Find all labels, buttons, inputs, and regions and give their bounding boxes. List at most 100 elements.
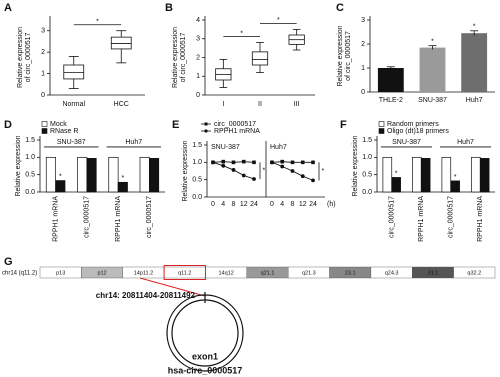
y-axis-label: of circ_0000517 bbox=[180, 32, 187, 82]
point bbox=[211, 160, 215, 165]
band-label: q11.2 bbox=[178, 270, 191, 276]
group-label: Huh7 bbox=[125, 139, 142, 146]
x-tick-label: III bbox=[294, 101, 300, 108]
band-label: 23.1 bbox=[345, 270, 356, 276]
band-label: q21.1 bbox=[261, 270, 275, 276]
significance-label: * bbox=[96, 19, 99, 26]
x-tick-label: Huh7 bbox=[466, 97, 483, 104]
y-tick-label: 0.0 bbox=[25, 189, 35, 196]
band-label: 14p11.2 bbox=[134, 270, 153, 276]
y-axis-label: Relative expression bbox=[15, 135, 22, 196]
panel-label: B bbox=[165, 2, 173, 14]
band bbox=[453, 266, 496, 279]
point bbox=[300, 160, 305, 165]
y-tick-label: 4 bbox=[196, 17, 200, 24]
panel-g: G chr14 (q11.2) p13 p12 14p11.2 q11.2 14q12 q… bbox=[2, 256, 496, 375]
y-tick-label: 0 bbox=[361, 89, 365, 96]
point bbox=[241, 159, 246, 164]
facet-label: SNU-387 bbox=[211, 144, 240, 151]
y-axis-label: Relative expression bbox=[182, 140, 189, 201]
significance-label: * bbox=[454, 174, 457, 181]
highlight bbox=[163, 265, 206, 280]
panel-label: F bbox=[340, 119, 347, 131]
point bbox=[280, 164, 285, 169]
significance-label: * bbox=[121, 175, 124, 182]
x-tick-label: 0 bbox=[270, 201, 274, 208]
bar bbox=[77, 156, 88, 193]
point bbox=[252, 177, 256, 181]
y-tick-label: 1.5 bbox=[192, 142, 202, 149]
band-label: q21.3 bbox=[302, 270, 316, 276]
bar bbox=[139, 156, 150, 193]
band-label: p13 bbox=[56, 270, 65, 276]
x-tick-label: 8 bbox=[232, 201, 236, 208]
significance-label: * bbox=[322, 168, 325, 175]
point bbox=[290, 160, 295, 165]
x-tick-label: 12 bbox=[299, 201, 307, 208]
y-tick-label: 1 bbox=[361, 65, 365, 72]
y-tick-label: 0.0 bbox=[192, 194, 202, 201]
y-axis-label: of circ_0000517 bbox=[25, 32, 32, 82]
legend-label: RPPH1 mRNA bbox=[214, 128, 260, 135]
box bbox=[110, 36, 132, 50]
bar bbox=[412, 156, 422, 193]
y-axis-label: Relative expression bbox=[172, 27, 179, 88]
x-tick-label: 4 bbox=[221, 201, 225, 208]
zoom-line bbox=[139, 277, 206, 297]
x-tick-label: RPPH1 mRNA bbox=[52, 196, 59, 242]
significance-label: * bbox=[395, 170, 398, 177]
x-tick-label: Normal bbox=[62, 101, 85, 108]
bar bbox=[55, 180, 66, 193]
x-tick-label: SNU-387 bbox=[418, 97, 447, 104]
x-tick-label: circ_0000517 bbox=[84, 196, 91, 238]
band-label: p12 bbox=[97, 270, 106, 276]
y-tick-label: 0.0 bbox=[362, 189, 372, 196]
bar bbox=[450, 180, 460, 193]
band-label: q24.3 bbox=[385, 270, 399, 276]
y-tick-label: 3 bbox=[196, 36, 200, 43]
y-tick-label: 2 bbox=[41, 49, 45, 56]
x-tick-label: 0 bbox=[211, 201, 215, 208]
band-label: q32.2 bbox=[467, 270, 481, 276]
bar bbox=[45, 156, 56, 193]
legend-label: Random primers bbox=[387, 121, 439, 128]
legend-marker bbox=[204, 129, 208, 133]
bar bbox=[441, 156, 452, 193]
y-axis-label: of circ_0000517 bbox=[345, 31, 352, 81]
point bbox=[280, 159, 285, 164]
panel-label: C bbox=[336, 2, 344, 14]
panel-label: G bbox=[4, 256, 13, 268]
legend-swatch bbox=[378, 121, 385, 127]
y-tick-label: 1 bbox=[196, 73, 200, 80]
point bbox=[231, 160, 236, 165]
group-label: Huh7 bbox=[457, 139, 474, 146]
bar bbox=[419, 47, 446, 92]
legend-label: RNase R bbox=[50, 128, 78, 135]
y-tick-label: 3 bbox=[361, 17, 365, 24]
legend-marker bbox=[204, 122, 208, 126]
x-tick-label: HCC bbox=[114, 101, 129, 108]
x-tick-label: circ_0000517 bbox=[389, 196, 396, 238]
x-tick-label: RPPH1 mRNA bbox=[115, 196, 122, 242]
y-tick-label: 1 bbox=[41, 70, 45, 77]
group-label: SNU-387 bbox=[57, 139, 86, 146]
point bbox=[270, 160, 274, 165]
x-tick-label: circ_0000517 bbox=[146, 196, 153, 238]
y-tick-label: 0 bbox=[196, 92, 200, 99]
x-unit: (h) bbox=[327, 201, 336, 208]
y-tick-label: 1.0 bbox=[362, 154, 372, 161]
bar bbox=[461, 33, 488, 92]
y-tick-label: 1.5 bbox=[25, 137, 35, 144]
significance-label: * bbox=[59, 173, 62, 180]
band-label: 14q12 bbox=[218, 270, 233, 276]
circ-name: hsa-circ_0000517 bbox=[168, 365, 243, 375]
panel-label: E bbox=[172, 119, 179, 131]
bar bbox=[391, 177, 401, 193]
x-tick-label: RPPH1 mRNA bbox=[477, 196, 484, 242]
point bbox=[311, 160, 315, 165]
bar bbox=[108, 156, 119, 193]
y-tick-label: 2 bbox=[196, 54, 200, 61]
x-tick-label: 24 bbox=[309, 201, 317, 208]
point bbox=[300, 174, 305, 179]
